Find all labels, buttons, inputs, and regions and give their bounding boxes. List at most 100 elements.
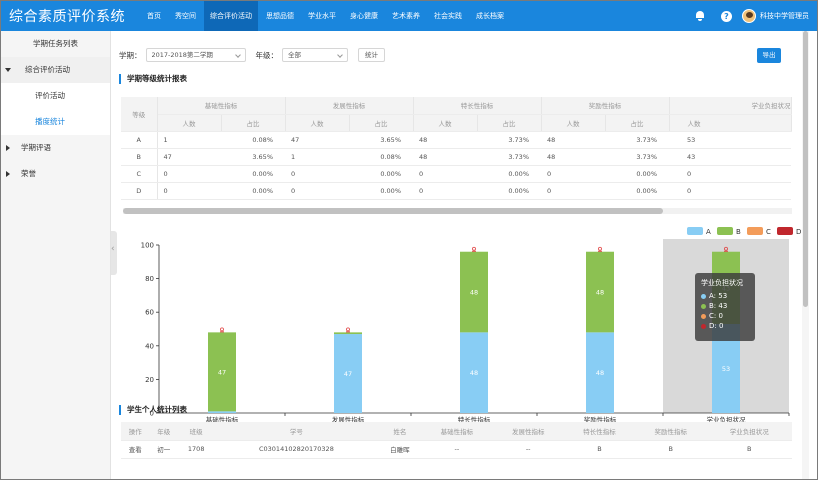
top-nav-bar: 综合素质评价系统 首页 秀空间 综合评价活动 思想品德 学业水平 身心健康 艺术… (1, 1, 817, 31)
table-cell: 初一 (149, 440, 179, 459)
sidebar-group-label: 综合评价活动 (25, 65, 70, 74)
sidebar-item-semester-review[interactable]: 学期评语 (1, 135, 110, 161)
sidebar-item-statistics[interactable]: 播度统计 (1, 109, 110, 135)
nav-item-evaluation-activity[interactable]: 综合评价活动 (204, 1, 258, 31)
level-cell: D (121, 182, 158, 200)
sidebar-group-evaluation-activity[interactable]: 综合评价活动 (1, 57, 110, 83)
column-header: 基础性指标 (421, 422, 493, 441)
sub-header: 人数 (413, 114, 478, 132)
percent-cell: 0.00% (477, 165, 541, 183)
legend-label: D (796, 228, 801, 236)
grade-label: 年级： (255, 50, 279, 60)
top-marker-icon (346, 327, 350, 332)
count-cell: 48 (413, 131, 477, 149)
grade-select[interactable]: 全部 (282, 48, 348, 62)
level-cell: B (121, 148, 158, 166)
top-marker-bar (346, 331, 350, 333)
sub-header: 人数 (541, 114, 606, 132)
y-tick-label: 20 (145, 376, 154, 384)
semester-select[interactable]: 2017-2018第二学期 (145, 48, 246, 62)
y-tick-label: 60 (145, 309, 154, 317)
bar-segment-a (334, 334, 362, 413)
main-content: 学期： 2017-2018第二学期 年级： 全部 统计 导出 学期等级统计报表 … (119, 31, 809, 479)
user-name[interactable]: 科技中学管理员 (760, 12, 809, 20)
sidebar-item-honor[interactable]: 荣誉 (1, 161, 110, 187)
nav-item-showcase[interactable]: 秀空间 (175, 12, 196, 20)
sidebar-item-task-list[interactable]: 学期任务列表 (33, 39, 78, 48)
group-header: 发展性指标 (285, 97, 414, 115)
nav-item-arts[interactable]: 艺术素养 (392, 12, 420, 20)
table-cell: 白雕晖 (378, 440, 422, 459)
export-button[interactable]: 导出 (757, 48, 781, 63)
bar-segment-b (208, 332, 236, 412)
level-header: 等级 (121, 97, 158, 132)
count-cell: 0 (541, 165, 605, 183)
percent-cell: 3.73% (605, 148, 669, 166)
tooltip-value: D: 0 (709, 322, 724, 330)
bar-data-label: 48 (470, 289, 478, 297)
stats-table: 等级 基础性指标 发展性指标 特长性指标 奖励性指标 学业负担状况 人数 占比 … (121, 97, 792, 200)
stats-table-container: 等级 基础性指标 发展性指标 特长性指标 奖励性指标 学业负担状况 人数 占比 … (121, 97, 792, 211)
column-header: 学业负担状况 (706, 422, 792, 441)
legend-swatch-a (687, 227, 703, 235)
nav-item-growth-archive[interactable]: 成长档案 (476, 12, 504, 20)
scrollbar-thumb[interactable] (123, 208, 663, 214)
table-cell: B (563, 440, 636, 459)
x-category-label: 基础性指标 (206, 415, 239, 424)
count-cell: 0 (157, 182, 221, 200)
tooltip-title: 学业负担状况 (701, 279, 743, 287)
top-marker-icon (598, 246, 602, 251)
group-header: 奖励性指标 (541, 97, 670, 115)
y-tick-label: 0 (150, 410, 154, 418)
nav-item-home[interactable]: 首页 (147, 12, 161, 20)
count-cell: 47 (285, 131, 349, 149)
view-link[interactable]: 查看 (121, 440, 150, 459)
student-list-header: 操作 年级 班级 学号 姓名 基础性指标 发展性指标 特长性指标 奖励性指标 学业负担状况 (121, 422, 792, 441)
top-marker-bar (724, 250, 728, 252)
nav-item-social-practice[interactable]: 社会实践 (434, 12, 462, 20)
sidebar-item-label: 荣誉 (21, 169, 36, 178)
bar-data-label: 53 (722, 365, 730, 373)
chevron-down-icon (234, 52, 241, 58)
percent-cell: 0.00% (221, 182, 285, 200)
group-header: 特长性指标 (413, 97, 542, 115)
help-icon[interactable]: ? (721, 10, 732, 22)
nav-item-moral[interactable]: 思想品德 (266, 12, 294, 20)
top-marker-icon (472, 246, 476, 251)
statistics-button[interactable]: 统计 (358, 48, 385, 62)
avatar[interactable] (742, 9, 756, 23)
column-header: 奖励性指标 (635, 422, 707, 441)
series-dot-icon (701, 313, 706, 319)
scrollbar-thumb[interactable] (803, 31, 808, 307)
percent-cell: 3.73% (477, 148, 541, 166)
tooltip-row: C: 0 (701, 311, 749, 321)
top-marker-bar (220, 331, 224, 333)
percent-cell: 0.00% (605, 165, 669, 183)
series-dot-icon (701, 323, 706, 329)
legend-label: A (706, 228, 711, 236)
sidebar-collapse-handle[interactable] (111, 231, 117, 275)
count-cell: 0 (669, 165, 791, 183)
column-header: 操作 (121, 422, 150, 441)
count-cell: 48 (413, 148, 477, 166)
top-marker-bar (472, 250, 476, 252)
chevron-down-icon (337, 52, 343, 58)
x-category-label: 特长性指标 (458, 415, 491, 424)
filter-bar: 学期： 2017-2018第二学期 年级： 全部 统计 (119, 48, 385, 62)
percent-cell: 0.00% (221, 165, 285, 183)
vertical-scrollbar[interactable] (802, 31, 809, 479)
nav-item-academic[interactable]: 学业水平 (308, 12, 336, 20)
nav-item-health[interactable]: 身心健康 (350, 12, 378, 20)
bar-data-label: 48 (596, 289, 604, 297)
horizontal-scrollbar[interactable] (123, 208, 792, 214)
table-cell: B (635, 440, 707, 459)
stats-row: A 1 0.08% 47 3.65% 48 3.73% 48 3.73% 53 (121, 131, 791, 149)
student-list-container: 操作 年级 班级 学号 姓名 基础性指标 发展性指标 特长性指标 奖励性指标 学业负担状况 查看初… (121, 422, 792, 459)
bar-segment-b (460, 251, 488, 333)
bell-icon[interactable] (695, 11, 705, 21)
semester-value: 2017-2018第二学期 (151, 51, 213, 59)
bar-data-label: 48 (596, 369, 604, 377)
sidebar-item-evaluation[interactable]: 评价活动 (1, 83, 110, 109)
tooltip-row: D: 0 (701, 321, 749, 331)
